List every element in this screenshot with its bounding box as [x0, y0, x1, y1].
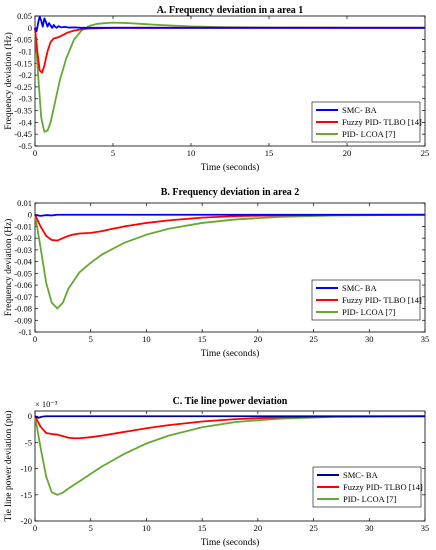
legend-label: Fuzzy PID- TLBO [14]: [342, 295, 422, 305]
y-tick-label: 0.05: [17, 11, 32, 21]
legend: SMC- BA Fuzzy PID- TLBO [14] PID- LCOA [7]: [311, 101, 422, 143]
y-tick-label: -0.25: [14, 82, 32, 92]
legend-label: SMC- BA: [342, 283, 378, 293]
y-axis-label: Frequency deviation (Hz): [3, 219, 14, 317]
y-tick-label: -0.35: [14, 106, 32, 116]
legend-label: SMC- BA: [343, 470, 379, 480]
y-tick-label: -0.07: [14, 292, 32, 302]
legend-label: Fuzzy PID- TLBO [14]: [342, 117, 422, 127]
series-line-1: [34, 213, 426, 242]
y-tick-label: -0.1: [19, 327, 32, 337]
x-tick-label: 30: [365, 334, 374, 344]
y-tick-label: -0.15: [14, 58, 32, 68]
y-tick-label: -0.5: [19, 141, 32, 151]
y-tick-label: -0.01: [14, 221, 32, 231]
x-tick-label: 20: [343, 148, 352, 158]
y-tick-label: -0.09: [14, 315, 32, 325]
x-tick-label: 35: [421, 334, 430, 344]
y-tick-label: -15: [21, 490, 32, 500]
y-tick-label: -0.08: [14, 304, 32, 314]
y-tick-label: -10: [21, 464, 32, 474]
series-line-1: [34, 415, 426, 440]
x-axis-label: Time (seconds): [201, 162, 260, 173]
x-tick-label: 10: [142, 523, 151, 533]
y-tick-label: -0.03: [14, 245, 32, 255]
y-tick-label: -20: [21, 516, 32, 526]
y-tick-label: -0.05: [14, 35, 32, 45]
x-tick-label: 25: [421, 148, 430, 158]
panel-area1-frequency: A. Frequency deviation in a area 1 0 5 10 15…: [3, 5, 429, 173]
x-axis-label: Time (seconds): [201, 537, 260, 548]
y-tick-label: 0: [28, 23, 32, 33]
y-tick-label: 0: [28, 411, 32, 421]
y-tick-label: 0: [28, 210, 32, 220]
x-tick-label: 15: [198, 523, 207, 533]
x-tick-label: 5: [111, 148, 115, 158]
y-exponent-label: × 10⁻³: [35, 399, 58, 409]
y-tick-label: -0.02: [14, 233, 32, 243]
x-tick-label: 5: [89, 523, 93, 533]
x-tick-label: 0: [33, 334, 37, 344]
x-tick-label: 10: [142, 334, 151, 344]
series-line-0: [34, 15, 425, 33]
y-tick-label: -0.2: [19, 70, 32, 80]
y-tick-label: -0.1: [19, 46, 32, 56]
series-line-2: [34, 213, 426, 310]
x-tick-label: 20: [254, 523, 263, 533]
y-tick-label: -0.05: [14, 268, 32, 278]
series-line-2: [34, 415, 426, 496]
chart-title: C. Tie line power deviation: [173, 396, 288, 407]
y-tick-label: -0.04: [14, 257, 32, 267]
y-axis-label: Frequency deviation (Hz): [3, 32, 14, 130]
x-tick-label: 35: [421, 523, 430, 533]
y-tick-label: -0.06: [14, 280, 32, 290]
panel-area2-frequency: B. Frequency deviation in area 2 0 5 10 15 20…: [3, 187, 429, 359]
x-tick-label: 25: [309, 334, 318, 344]
panel-tie-line-power: C. Tie line power deviation 0 5 10 15 20 25 30 3…: [3, 396, 429, 548]
x-tick-label: 15: [198, 334, 207, 344]
y-tick-label: 0.01: [17, 198, 32, 208]
chart-title: A. Frequency deviation in a area 1: [157, 5, 304, 16]
y-tick-label: -5: [25, 437, 32, 447]
y-tick-label: -0.3: [19, 94, 32, 104]
legend: SMC- BA Fuzzy PID- TLBO [14] PID- LCOA [7]: [312, 466, 423, 508]
series-line-0: [34, 213, 425, 217]
x-tick-label: 20: [254, 334, 263, 344]
x-tick-label: 15: [265, 148, 274, 158]
x-tick-label: 5: [89, 334, 93, 344]
x-tick-label: 10: [187, 148, 196, 158]
x-tick-label: 30: [365, 523, 374, 533]
series-line-0: [34, 415, 425, 419]
legend-label: SMC- BA: [342, 105, 378, 115]
legend-label: PID- LCOA [7]: [342, 307, 396, 317]
chart-title: B. Frequency deviation in area 2: [161, 187, 300, 198]
legend: SMC- BA Fuzzy PID- TLBO [14] PID- LCOA [7]: [311, 279, 422, 321]
y-tick-label: -0.45: [14, 129, 32, 139]
legend-label: PID- LCOA [7]: [343, 494, 397, 504]
x-tick-label: 25: [309, 523, 318, 533]
x-tick-label: 0: [33, 523, 37, 533]
x-tick-label: 0: [33, 148, 37, 158]
legend-label: Fuzzy PID- TLBO [14]: [343, 482, 423, 492]
y-axis-label: Tie line power deviation (pu): [3, 411, 14, 522]
x-axis-label: Time (seconds): [201, 348, 260, 359]
legend-label: PID- LCOA [7]: [342, 129, 396, 139]
y-tick-label: -0.4: [19, 117, 33, 127]
